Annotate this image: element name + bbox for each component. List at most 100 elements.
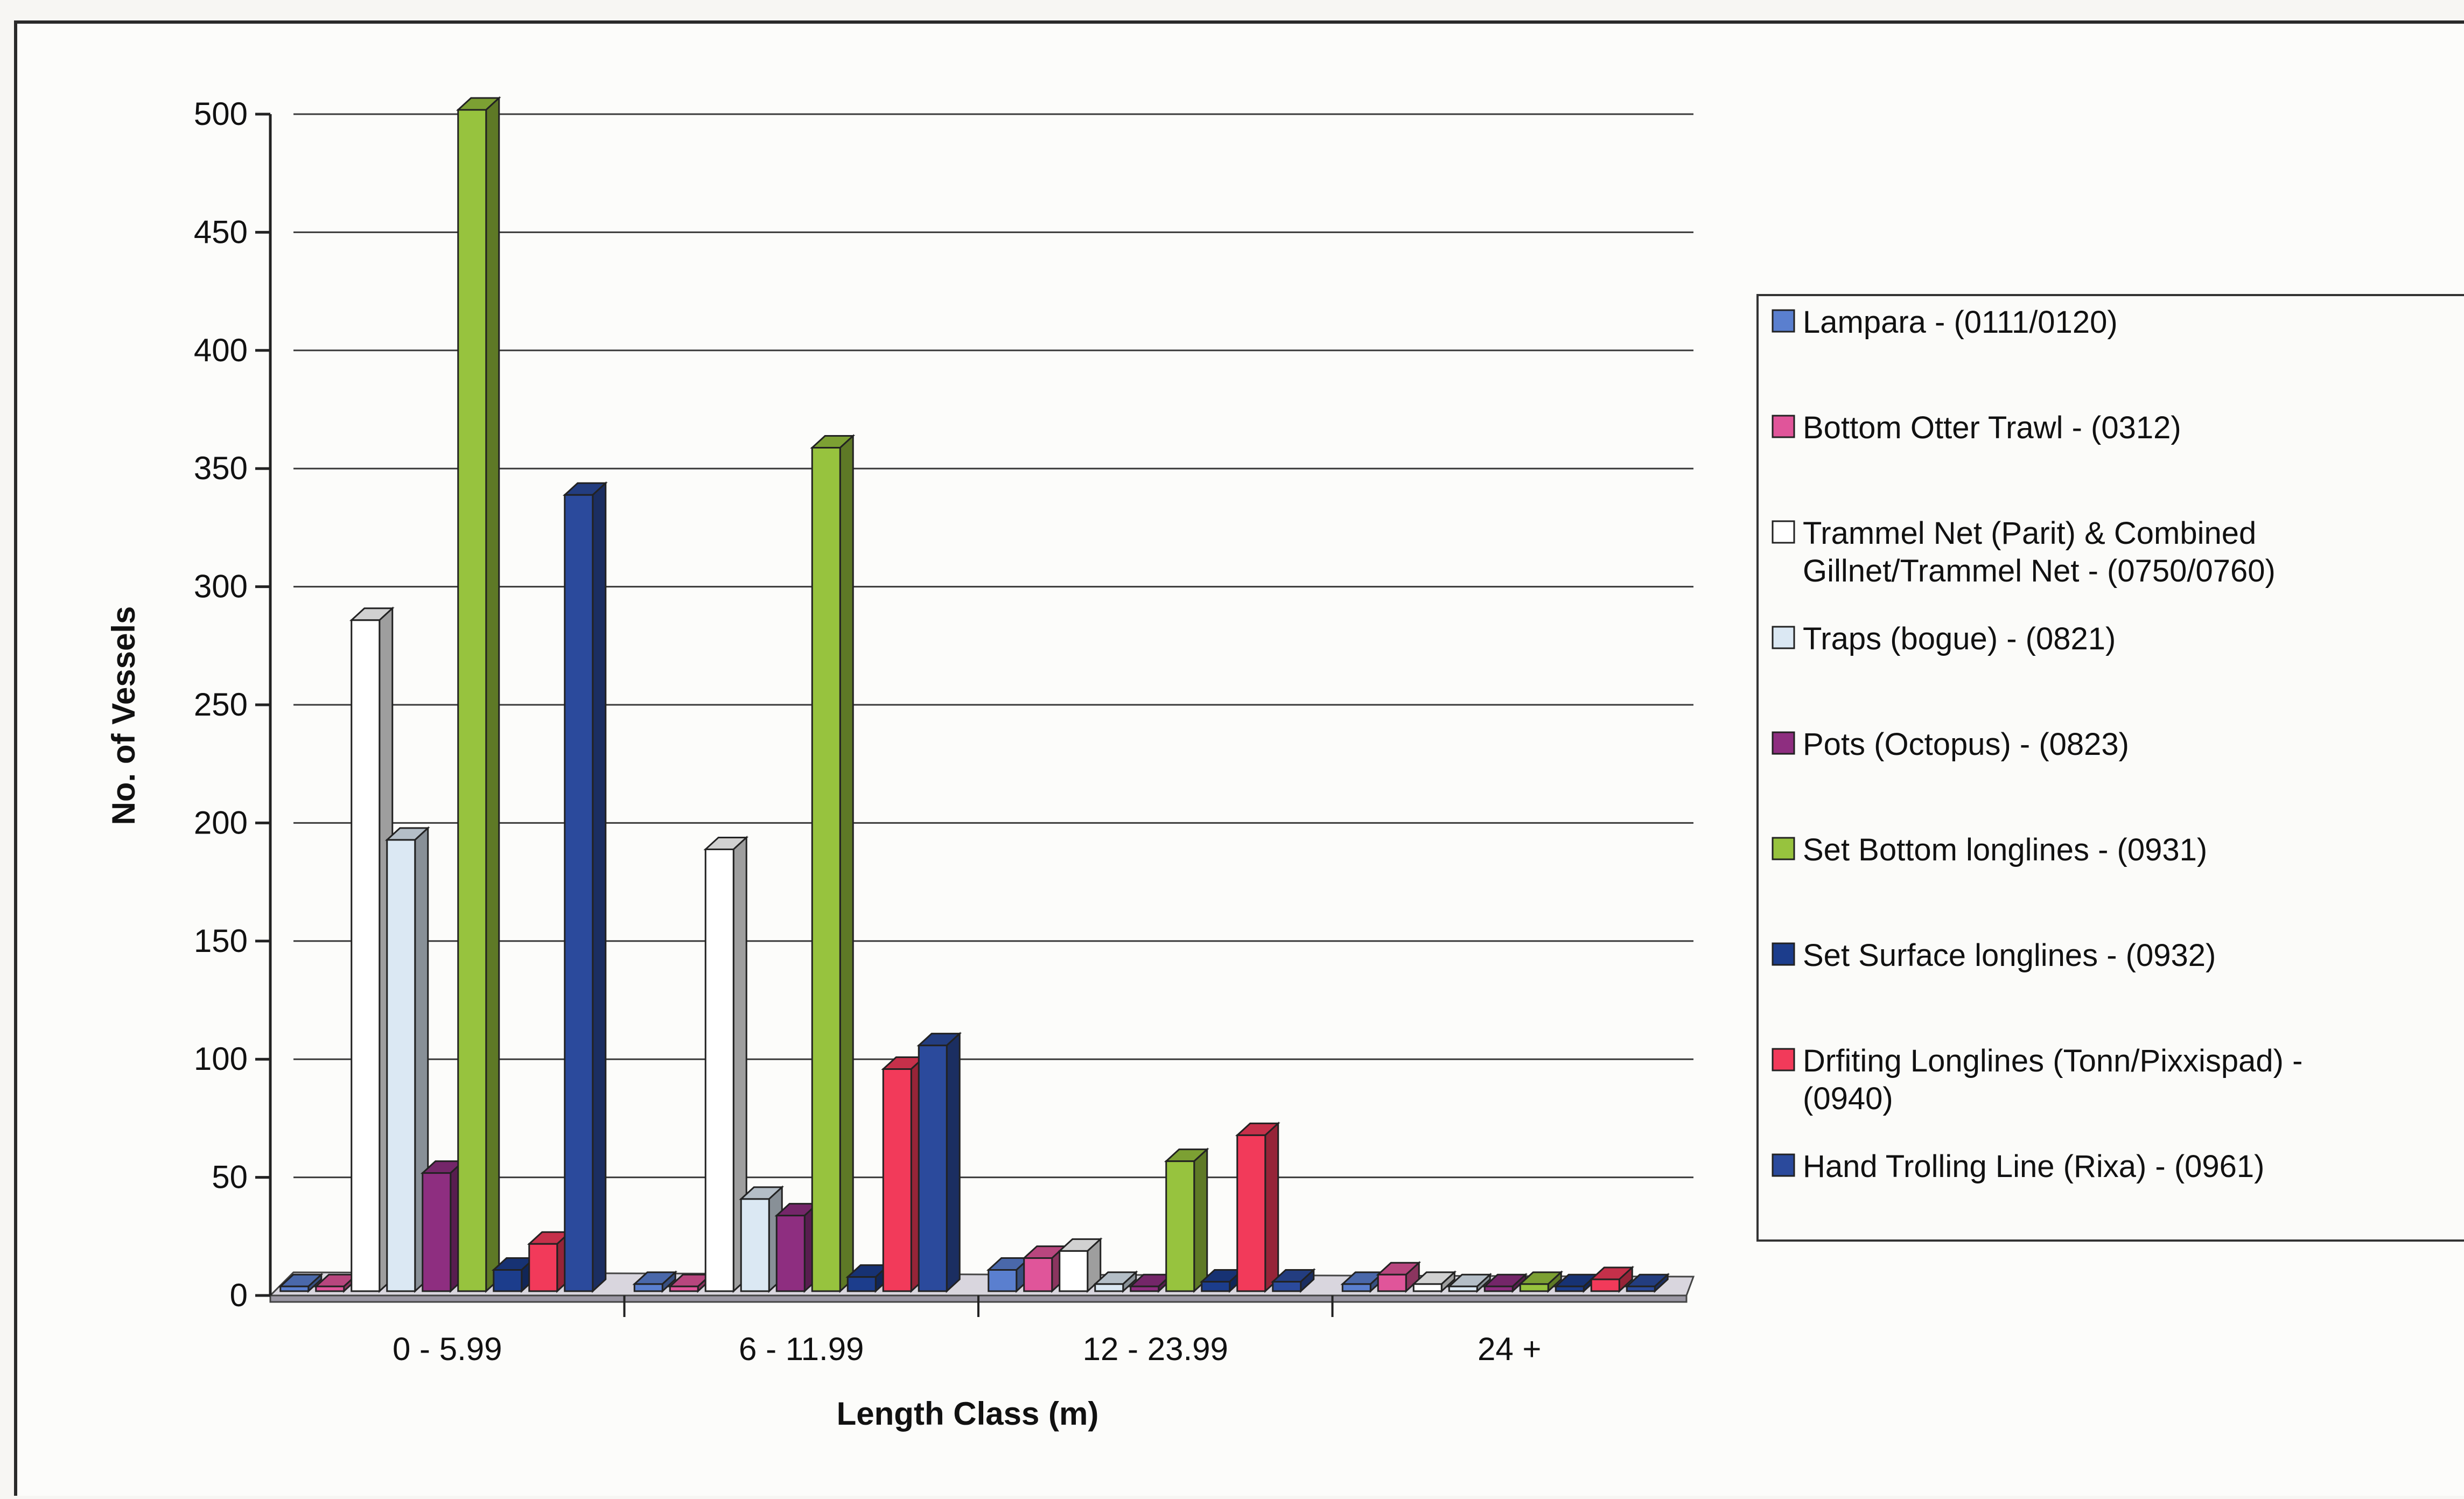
y-tick-label: 0 (230, 1277, 248, 1313)
bar-front (457, 109, 487, 1292)
bar-front (422, 1172, 452, 1292)
y-tick-label: 250 (194, 687, 248, 723)
bar-front (669, 1285, 699, 1292)
legend-swatch (1772, 942, 1795, 966)
bar (1057, 1237, 1103, 1293)
bar (456, 96, 501, 1293)
x-axis-title: Length Class (m) (837, 1396, 1099, 1432)
legend-entry: Trammel Net (Parit) & Combined Gillnet/Tr… (1772, 516, 2276, 589)
bar-front (528, 1243, 558, 1292)
bar-front (1590, 1278, 1620, 1292)
bar-front (564, 494, 594, 1292)
bar-front (1272, 1280, 1302, 1292)
legend-label: Drfiting Longlines (Tonn/Pixxispad) -(09… (1803, 1043, 2302, 1116)
legend-swatch (1772, 837, 1795, 860)
y-tick-label: 400 (194, 332, 248, 368)
bar-front (633, 1283, 663, 1292)
legend-label: Set Bottom longlines - (0931) (1803, 832, 2207, 867)
bar (916, 1032, 962, 1293)
bar (1093, 1270, 1138, 1293)
legend-entry: Lampara - (0111/0120) (1772, 305, 2118, 340)
legend-entry: Set Surface longlines - (0932) (1772, 938, 2216, 973)
legend-entry: Hand Trolling Line (Rixa) - (0961) (1772, 1149, 2264, 1184)
legend-box (1756, 294, 2464, 1242)
bar-side (839, 434, 854, 1293)
legend-label: Hand Trolling Line (Rixa) - (0961) (1803, 1149, 2264, 1184)
y-tick-label: 200 (194, 804, 248, 840)
bar-front (1412, 1283, 1443, 1292)
legend-swatch (1772, 309, 1795, 333)
bar (1447, 1272, 1493, 1293)
legend-swatch (1772, 1153, 1795, 1177)
bar (1164, 1147, 1209, 1293)
bar-front (1201, 1280, 1231, 1292)
bar-front (740, 1198, 770, 1292)
legend-label: Set Surface longlines - (0932) (1803, 938, 2216, 973)
bar-front (846, 1276, 877, 1292)
y-tick-label: 450 (194, 214, 248, 250)
y-tick-label: 50 (212, 1159, 248, 1195)
bars (278, 96, 1670, 1293)
bar (1625, 1272, 1670, 1293)
bar (1589, 1265, 1635, 1293)
legend-entry: Bottom Otter Trawl - (0312) (1772, 410, 2181, 445)
bar-side (1264, 1121, 1279, 1293)
legend-entry: Pots (Octopus) - (0823) (1772, 727, 2129, 762)
axes: 0 50 100 150 200 250 300 350 400 450 500 No. of Ves… (106, 96, 1541, 1432)
bar-front (1377, 1273, 1407, 1292)
legend-label-line: Drfiting Longlines (Tonn/Pixxispad) - (1803, 1043, 2302, 1078)
bar (420, 1159, 466, 1293)
bar-front (775, 1215, 806, 1292)
bar-front (351, 619, 381, 1292)
legend-label-line: Trammel Net (Parit) & Combined (1803, 516, 2256, 551)
bar-front (918, 1045, 948, 1292)
bar-front (988, 1269, 1018, 1292)
legend-label: Trammel Net (Parit) & Combined Gillnet/Tr… (1803, 516, 2276, 589)
gridlines (293, 113, 1693, 1179)
bar-front (1341, 1283, 1371, 1292)
x-tick-label: 24 + (1478, 1331, 1541, 1367)
bar (703, 836, 749, 1293)
bar (1518, 1270, 1564, 1293)
legend-label-line: Gillnet/Trammel Net - (0750/0760) (1803, 554, 2276, 589)
legend-label: Lampara - (0111/0120) (1803, 305, 2118, 340)
bar-front (704, 848, 734, 1292)
legend: Lampara - (0111/0120) Bottom Otter Trawl … (1756, 294, 2464, 1242)
bar (384, 826, 430, 1293)
bar-front (279, 1285, 310, 1292)
bar (1235, 1121, 1280, 1293)
y-axis-title: No. of Vessels (106, 606, 142, 825)
bar-front (1236, 1134, 1266, 1292)
bar-front (1626, 1285, 1656, 1292)
y-tick-label: 100 (194, 1041, 248, 1077)
legend-swatch (1772, 1048, 1795, 1071)
x-tick-label: 6 - 11.99 (739, 1331, 864, 1367)
bar-front (386, 839, 416, 1292)
bar-front (315, 1285, 345, 1292)
bar-side (485, 96, 500, 1293)
legend-entry: Set Bottom longlines - (0931) (1772, 832, 2207, 867)
bar-front (1094, 1283, 1124, 1292)
legend-swatch (1772, 415, 1795, 438)
bar-front (1165, 1160, 1195, 1292)
bar (278, 1272, 324, 1293)
bar-front (1448, 1285, 1478, 1292)
bar-side (592, 481, 607, 1293)
bar-front (882, 1068, 912, 1292)
bar-side (946, 1032, 961, 1293)
legend-entry: Drfiting Longlines (Tonn/Pixxispad) -(09… (1772, 1043, 2302, 1116)
bar-front (1130, 1285, 1160, 1292)
bar-front (493, 1269, 523, 1292)
y-tick-label: 500 (194, 96, 248, 132)
chart-frame: 0 50 100 150 200 250 300 350 400 450 500 No. of Ves… (14, 20, 2464, 1496)
bar (986, 1256, 1032, 1293)
x-tick-label: 0 - 5.99 (393, 1331, 502, 1367)
legend-swatch (1772, 731, 1795, 755)
bar-front (1483, 1285, 1514, 1292)
bar-front (1555, 1285, 1585, 1292)
legend-swatch (1772, 626, 1795, 649)
bar (1376, 1260, 1422, 1293)
y-tick-label: 150 (194, 923, 248, 959)
chart-canvas: 0 50 100 150 200 250 300 350 400 450 500 No. of Ves… (106, 96, 2464, 1432)
legend-label: Traps (bogue) - (0821) (1803, 621, 2116, 656)
